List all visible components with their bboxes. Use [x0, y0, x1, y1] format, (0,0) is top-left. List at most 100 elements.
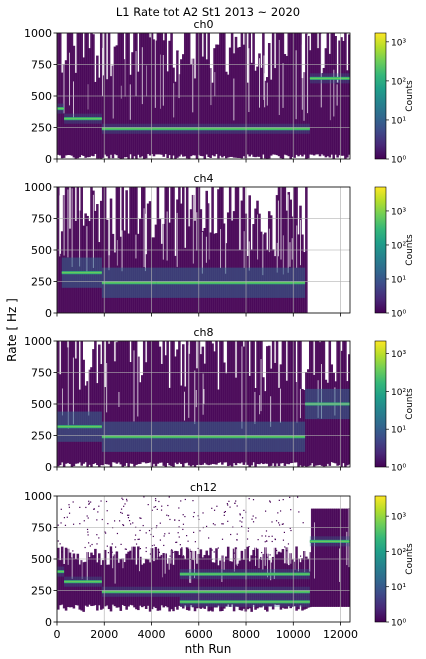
- density-column: [279, 552, 283, 610]
- scatter-speck: [202, 512, 204, 514]
- scatter-speck: [91, 543, 93, 546]
- scatter-speck: [239, 513, 241, 515]
- sparse-gap: [118, 391, 120, 407]
- scatter-speck: [105, 500, 108, 503]
- scatter-speck: [180, 500, 182, 502]
- density-column: [277, 551, 281, 605]
- density-column: [283, 563, 287, 609]
- scatter-speck: [98, 505, 100, 507]
- sparse-gap: [154, 33, 156, 108]
- sparse-gap: [254, 391, 256, 425]
- scatter-speck: [228, 500, 230, 502]
- scatter-speck: [193, 511, 195, 514]
- density-column: [131, 546, 134, 606]
- scatter-speck: [266, 540, 268, 542]
- scatter-speck: [96, 534, 98, 536]
- density-column: [125, 553, 128, 610]
- sparse-gap: [233, 78, 235, 121]
- density-column: [262, 33, 265, 155]
- scatter-speck: [213, 551, 215, 553]
- sparse-gap: [267, 512, 269, 578]
- density-column: [236, 563, 240, 607]
- scatter-speck: [68, 506, 70, 508]
- sparse-gap: [92, 194, 94, 268]
- density-column: [234, 547, 238, 607]
- density-column: [223, 33, 226, 157]
- density-column: [180, 59, 183, 155]
- density-column: [217, 565, 220, 606]
- scatter-speck: [134, 539, 136, 541]
- sparse-gap: [69, 52, 70, 106]
- density-column: [248, 561, 251, 609]
- scatter-speck: [159, 539, 161, 541]
- y-tick-label: 250: [31, 430, 52, 443]
- density-column: [221, 341, 224, 465]
- colorbar-tick-label: 10⁰: [391, 464, 406, 474]
- density-column: [285, 210, 289, 313]
- density-column: [269, 79, 273, 156]
- density-column: [314, 508, 318, 607]
- sparse-gap: [114, 544, 116, 584]
- density-column: [209, 68, 212, 158]
- scatter-speck: [169, 518, 171, 521]
- density-column: [99, 200, 103, 313]
- density-column: [297, 33, 300, 157]
- density-column: [250, 341, 253, 466]
- sparse-gap: [282, 235, 284, 275]
- density-column: [326, 508, 330, 607]
- density-column: [211, 82, 214, 156]
- scatter-speck: [60, 508, 62, 510]
- scatter-speck: [106, 510, 108, 512]
- density-column: [215, 548, 218, 608]
- density-column: [291, 341, 294, 463]
- sparse-gap: [112, 497, 114, 569]
- density-column: [258, 558, 261, 608]
- density-column: [162, 341, 166, 466]
- density-column: [344, 508, 347, 607]
- panel-title: ch0: [193, 18, 213, 31]
- sparse-gap: [248, 241, 250, 271]
- scatter-speck: [235, 500, 237, 502]
- scatter-speck: [122, 524, 125, 527]
- density-column: [324, 508, 328, 607]
- scatter-speck: [222, 523, 224, 525]
- scatter-speck: [166, 514, 168, 516]
- sparse-gap: [348, 508, 350, 568]
- density-column: [242, 44, 246, 157]
- sparse-gap: [309, 509, 311, 572]
- sparse-gap: [235, 549, 237, 565]
- scatter-speck: [176, 541, 178, 543]
- density-column: [156, 341, 160, 464]
- colorbar-label: Counts: [405, 543, 415, 575]
- density-column: [127, 551, 130, 607]
- scatter-speck: [279, 510, 282, 512]
- density-column: [150, 33, 154, 155]
- density-column: [152, 341, 156, 464]
- sparse-gap: [278, 39, 280, 116]
- density-column: [252, 33, 255, 157]
- sparse-gap: [262, 214, 264, 276]
- scatter-speck: [248, 546, 250, 548]
- scatter-speck: [269, 501, 272, 503]
- density-column: [308, 552, 312, 608]
- density-column: [148, 562, 152, 612]
- density-column: [205, 59, 209, 155]
- density-column: [330, 33, 334, 155]
- scatter-speck: [284, 546, 286, 548]
- density-column: [269, 562, 273, 607]
- rate-band-core: [101, 436, 306, 438]
- colorbar-label: Counts: [405, 234, 415, 266]
- scatter-speck: [287, 543, 290, 545]
- density-column: [76, 341, 80, 464]
- scatter-speck: [271, 535, 273, 537]
- colorbar-tick-label: 10²: [391, 77, 406, 87]
- density-column: [168, 40, 171, 156]
- density-column: [211, 562, 214, 612]
- density-column: [248, 375, 251, 467]
- scatter-speck: [223, 511, 225, 513]
- scatter-speck: [138, 538, 140, 540]
- sparse-gap: [121, 230, 123, 272]
- density-column: [182, 344, 185, 467]
- density-column: [316, 48, 320, 155]
- sparse-gap: [88, 362, 90, 416]
